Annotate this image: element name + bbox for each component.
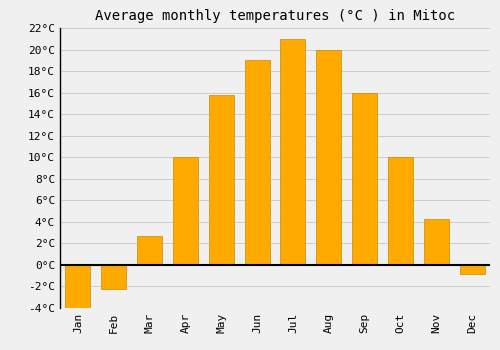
Bar [352, 93, 377, 265]
Title: Average monthly temperatures (°C ) in Mitoc: Average monthly temperatures (°C ) in Mi… [95, 9, 455, 23]
Bar [460, 265, 484, 274]
Bar [280, 39, 305, 265]
Bar [424, 219, 449, 265]
Bar [66, 265, 90, 308]
Bar [173, 157, 198, 265]
Bar [208, 95, 234, 265]
Bar [101, 265, 126, 289]
Bar [244, 60, 270, 265]
Bar [388, 157, 413, 265]
Bar [316, 50, 342, 265]
Bar [137, 236, 162, 265]
